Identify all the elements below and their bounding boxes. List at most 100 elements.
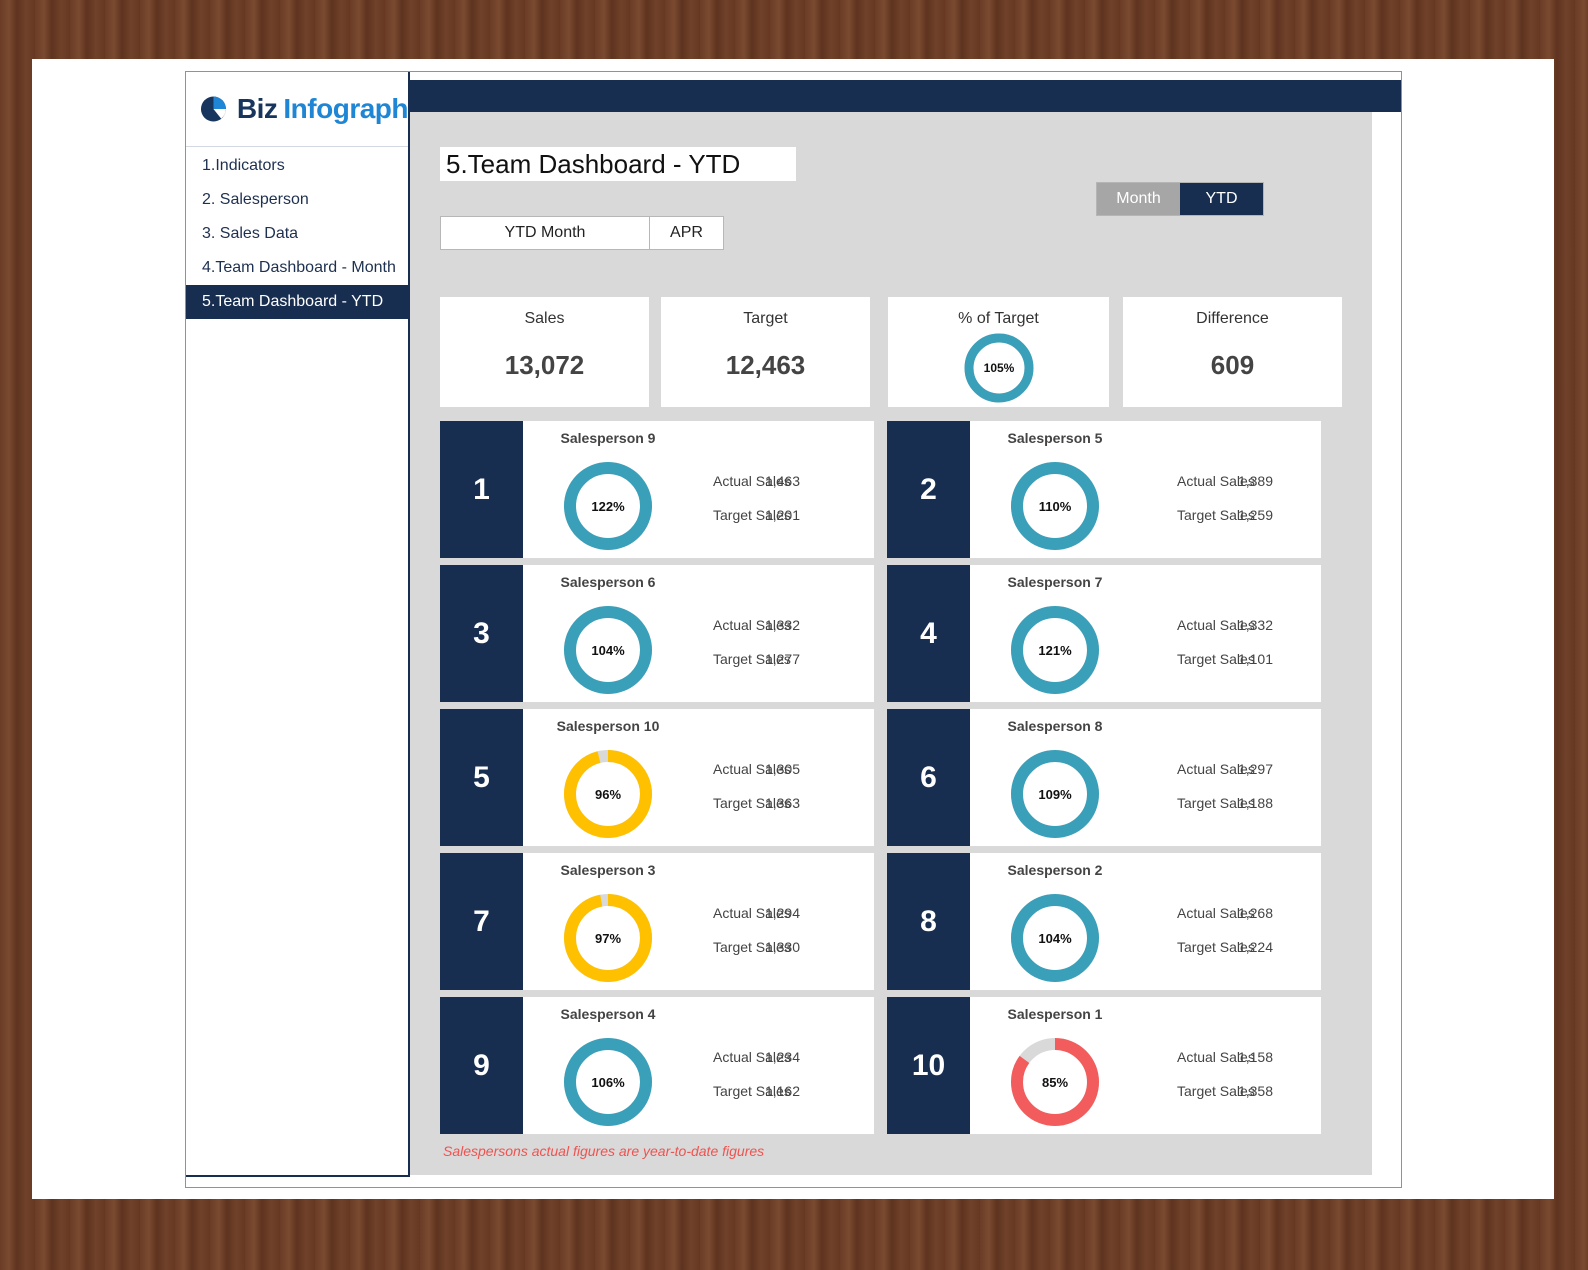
donut-arc bbox=[1011, 1038, 1099, 1126]
rank-number: 10 bbox=[887, 997, 970, 1134]
salesperson-name: Salesperson 4 bbox=[560, 1006, 656, 1022]
salesperson-name: Salesperson 7 bbox=[1007, 574, 1103, 590]
achievement-donut: 121% bbox=[1011, 606, 1099, 694]
kpi-donut-label: 105% bbox=[983, 361, 1014, 375]
achievement-donut: 109% bbox=[1011, 750, 1099, 838]
achievement-donut: 122% bbox=[564, 462, 652, 550]
target-sales-label: Target Sales bbox=[1177, 507, 1255, 523]
kpi-difference: Difference 609 bbox=[1123, 297, 1342, 407]
donut-percent-label: 97% bbox=[595, 931, 621, 946]
page-title: 5.Team Dashboard - YTD bbox=[440, 147, 796, 181]
rank-number: 9 bbox=[440, 997, 523, 1134]
actual-sales-value: 1,294 bbox=[764, 905, 800, 921]
actual-sales-value: 1,332 bbox=[1237, 617, 1273, 633]
rank-number: 3 bbox=[440, 565, 523, 702]
nav-item-sales-data[interactable]: 3. Sales Data bbox=[202, 225, 299, 242]
target-sales-label: Target Sales bbox=[713, 507, 791, 523]
donut-arc bbox=[564, 1038, 652, 1126]
target-sales-label: Target Sales bbox=[713, 651, 791, 667]
salesperson-card: 7 Salesperson 3 97% Actual Sales 1,294 Target… bbox=[440, 853, 874, 990]
donut-percent-label: 104% bbox=[591, 643, 625, 658]
dashboard-window: Biz Infograph 1.Indicators 2. Salesperso… bbox=[185, 71, 1402, 1188]
actual-sales-label: Actual Sales bbox=[713, 1049, 791, 1065]
target-sales-value: 1,162 bbox=[764, 1083, 800, 1099]
donut-percent-label: 106% bbox=[591, 1075, 625, 1090]
kpi-percent-donut: 105% bbox=[964, 333, 1033, 403]
achievement-donut: 96% bbox=[564, 750, 652, 838]
toggle-ytd-button[interactable]: YTD bbox=[1180, 183, 1263, 215]
ytd-month-label: YTD Month bbox=[441, 217, 650, 249]
salesperson-name: Salesperson 6 bbox=[560, 574, 656, 590]
achievement-donut: 97% bbox=[564, 894, 652, 982]
salesperson-name: Salesperson 3 bbox=[560, 862, 656, 878]
donut-arc bbox=[564, 750, 652, 838]
nav-item-team-dashboard-ytd[interactable]: 5.Team Dashboard - YTD bbox=[186, 285, 408, 319]
donut-arc bbox=[1011, 750, 1099, 838]
salesperson-card: 3 Salesperson 6 104% Actual Sales 1,332 Targe… bbox=[440, 565, 874, 702]
actual-sales-label: Actual Sales bbox=[1177, 473, 1255, 489]
actual-sales-value: 1,305 bbox=[764, 761, 800, 777]
kpi-sales: Sales 13,072 bbox=[440, 297, 649, 407]
salesperson-name: Salesperson 2 bbox=[1007, 862, 1103, 878]
rank-number: 6 bbox=[887, 709, 970, 846]
actual-sales-label: Actual Sales bbox=[713, 617, 791, 633]
actual-sales-value: 1,463 bbox=[764, 473, 800, 489]
donut-percent-label: 85% bbox=[1042, 1075, 1068, 1090]
salesperson-name: Salesperson 10 bbox=[556, 718, 660, 734]
sidebar: Biz Infograph 1.Indicators 2. Salesperso… bbox=[186, 72, 410, 1177]
kpi-percent-label: % of Target bbox=[958, 310, 1039, 327]
kpi-target: Target 12,463 bbox=[661, 297, 870, 407]
actual-sales-label: Actual Sales bbox=[713, 905, 791, 921]
target-sales-value: 1,358 bbox=[1237, 1083, 1273, 1099]
nav-item-salesperson[interactable]: 2. Salesperson bbox=[202, 191, 309, 208]
donut-percent-label: 121% bbox=[1038, 643, 1072, 658]
achievement-donut: 104% bbox=[1011, 894, 1099, 982]
toggle-month-button[interactable]: Month bbox=[1097, 183, 1180, 215]
donut-arc bbox=[1011, 462, 1099, 550]
salesperson-name: Salesperson 8 bbox=[1007, 718, 1103, 734]
target-sales-value: 1,363 bbox=[764, 795, 800, 811]
donut-arc bbox=[1011, 606, 1099, 694]
nav-item-team-dashboard-month[interactable]: 4.Team Dashboard - Month bbox=[202, 259, 396, 276]
salesperson-card: 4 Salesperson 7 121% Actual Sales 1,332 Targe… bbox=[887, 565, 1321, 702]
kpi-sales-label: Sales bbox=[524, 310, 565, 327]
rank-number: 5 bbox=[440, 709, 523, 846]
target-sales-value: 1,201 bbox=[764, 507, 800, 523]
logo-text-infograph: Infograph bbox=[283, 93, 408, 124]
salesperson-name: Salesperson 5 bbox=[1007, 430, 1103, 446]
donut-arc bbox=[564, 606, 652, 694]
donut-arc bbox=[564, 462, 652, 550]
sidebar-nav: 1.Indicators 2. Salesperson 3. Sales Dat… bbox=[186, 147, 408, 319]
logo-text-biz: Biz bbox=[236, 93, 278, 124]
target-sales-value: 1,188 bbox=[1237, 795, 1273, 811]
rank-number: 4 bbox=[887, 565, 970, 702]
kpi-donut-arc bbox=[964, 333, 1033, 403]
target-sales-label: Target Sales bbox=[713, 1083, 791, 1099]
nav-item-indicators[interactable]: 1.Indicators bbox=[202, 157, 285, 174]
pie-logo-icon bbox=[200, 96, 226, 122]
top-bar bbox=[410, 80, 1401, 112]
target-sales-label: Target Sales bbox=[1177, 1083, 1255, 1099]
period-toggle: Month YTD bbox=[1096, 182, 1264, 216]
donut-arc bbox=[564, 894, 652, 982]
actual-sales-label: Actual Sales bbox=[1177, 761, 1255, 777]
donut-arc bbox=[1011, 894, 1099, 982]
salesperson-card: 9 Salesperson 4 106% Actual Sales 1,234 Targe… bbox=[440, 997, 874, 1134]
actual-sales-label: Actual Sales bbox=[1177, 905, 1255, 921]
actual-sales-value: 1,389 bbox=[1237, 473, 1273, 489]
main-panel: 5.Team Dashboard - YTD Month YTD YTD Mon… bbox=[410, 112, 1372, 1175]
salesperson-name: Salesperson 1 bbox=[1007, 1006, 1103, 1022]
footnote: Salespersons actual figures are year-to-… bbox=[443, 1143, 765, 1159]
target-sales-value: 1,101 bbox=[1237, 651, 1273, 667]
salesperson-card: 1 Salesperson 9 122% Actual Sales 1,463 Targe… bbox=[440, 421, 874, 558]
target-sales-value: 1,330 bbox=[764, 939, 800, 955]
salesperson-card: 5 Salesperson 10 96% Actual Sales 1,305 Targe… bbox=[440, 709, 874, 846]
actual-sales-value: 1,297 bbox=[1237, 761, 1273, 777]
target-sales-label: Target Sales bbox=[713, 795, 791, 811]
target-sales-value: 1,259 bbox=[1237, 507, 1273, 523]
donut-percent-label: 122% bbox=[591, 499, 625, 514]
achievement-donut: 110% bbox=[1011, 462, 1099, 550]
target-sales-label: Target Sales bbox=[1177, 651, 1255, 667]
ytd-month-value[interactable]: APR bbox=[670, 224, 703, 241]
achievement-donut: 106% bbox=[564, 1038, 652, 1126]
